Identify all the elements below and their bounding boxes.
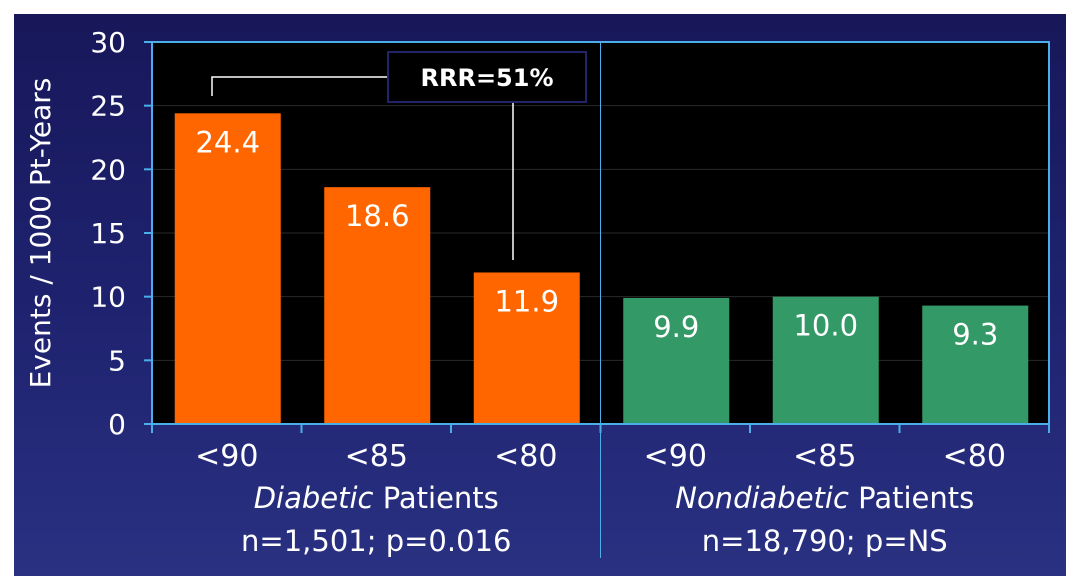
bar (473, 272, 580, 424)
annotation-box (387, 51, 587, 103)
annotation-text: RRR=51% (421, 64, 554, 92)
group-label: Nondiabetic Patients (675, 481, 974, 515)
bar (623, 297, 730, 424)
y-tick-label: 0 (108, 408, 126, 441)
axes (144, 41, 1050, 558)
y-axis-label: Events / 1000 Pt-Years (24, 78, 57, 389)
bars: 24.4 18.6 11.9 9.9 10.0 9.3 (174, 113, 1029, 424)
bar-value-label: 18.6 (345, 199, 410, 233)
bar-value-label: 11.9 (494, 284, 559, 318)
y-tick-label: 5 (108, 344, 126, 377)
bar (324, 187, 431, 424)
group-label: Diabetic Patients (254, 481, 499, 515)
y-tick-label: 15 (90, 217, 126, 250)
group-label-rest: Patients (849, 481, 974, 515)
bar-value-label: 10.0 (793, 309, 858, 343)
rrr-annotation: RRR=51% (211, 51, 587, 260)
group-label-italic: Nondiabetic (675, 481, 849, 515)
group-label-rest: Patients (373, 481, 498, 515)
x-category-label: <90 (644, 439, 707, 474)
x-category-label: <85 (793, 439, 856, 474)
y-tick-label: 20 (90, 153, 126, 186)
group-stats: n=18,790; p=NS (702, 524, 948, 558)
bar (772, 296, 879, 424)
x-category-labels: <90 <85 <80 <90 <85 <80 (195, 439, 1006, 474)
group-labels: Diabetic Patients n=1,501; p=0.016 Nondiab… (241, 481, 974, 558)
bar (922, 305, 1029, 424)
y-tick-label: 10 (90, 281, 126, 314)
y-tick-label: 25 (90, 90, 126, 123)
group-stats: n=1,501; p=0.016 (241, 524, 511, 558)
x-category-label: <90 (195, 439, 258, 474)
group-label-italic: Diabetic (254, 481, 374, 515)
x-category-label: <80 (943, 439, 1006, 474)
bar (174, 113, 281, 424)
y-tick-labels: 0 5 10 15 20 25 30 (90, 26, 126, 441)
y-tick-label: 30 (90, 26, 126, 59)
bar-value-label: 24.4 (195, 125, 260, 159)
x-category-label: <85 (345, 439, 408, 474)
annotation-bracket-left (211, 76, 388, 96)
bar-value-label: 9.3 (952, 318, 998, 352)
bar-value-label: 9.9 (653, 310, 699, 344)
x-category-label: <80 (494, 439, 557, 474)
